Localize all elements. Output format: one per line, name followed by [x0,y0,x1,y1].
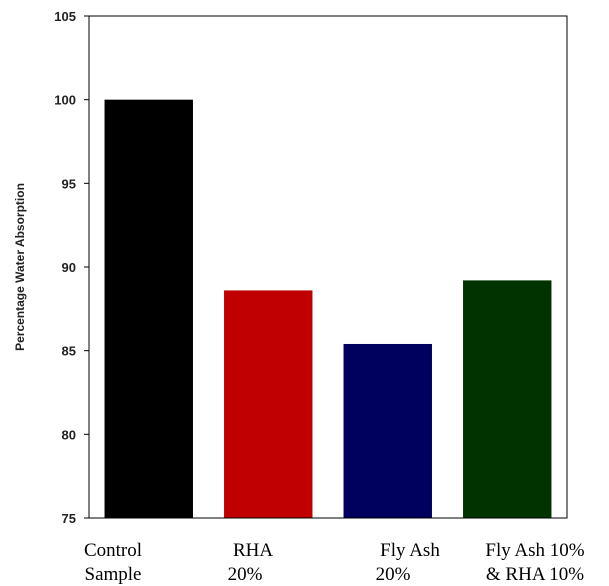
y-tick-label: 105 [54,9,76,24]
y-tick-label: 80 [62,427,76,442]
bar [343,343,432,518]
bar [463,280,552,518]
x-category-label: Control [84,540,142,561]
x-category-label: Fly Ash 10% [485,540,584,561]
x-category-label: & RHA 10% [486,564,584,585]
x-category-label: RHA [233,540,273,561]
y-tick-label: 100 [54,93,76,108]
x-category-label: 20% [376,564,411,585]
y-tick-label: 95 [62,176,76,191]
x-category-label: Sample [85,564,142,585]
bar [104,99,193,519]
x-category-label: 20% [228,564,263,585]
y-axis-label: Percentage Water Absorption [13,183,27,351]
bar [224,290,313,518]
y-tick-label: 90 [62,260,76,275]
x-category-label: Fly Ash [380,540,440,561]
y-tick-label: 85 [62,344,76,359]
y-tick-label: 75 [62,511,76,526]
